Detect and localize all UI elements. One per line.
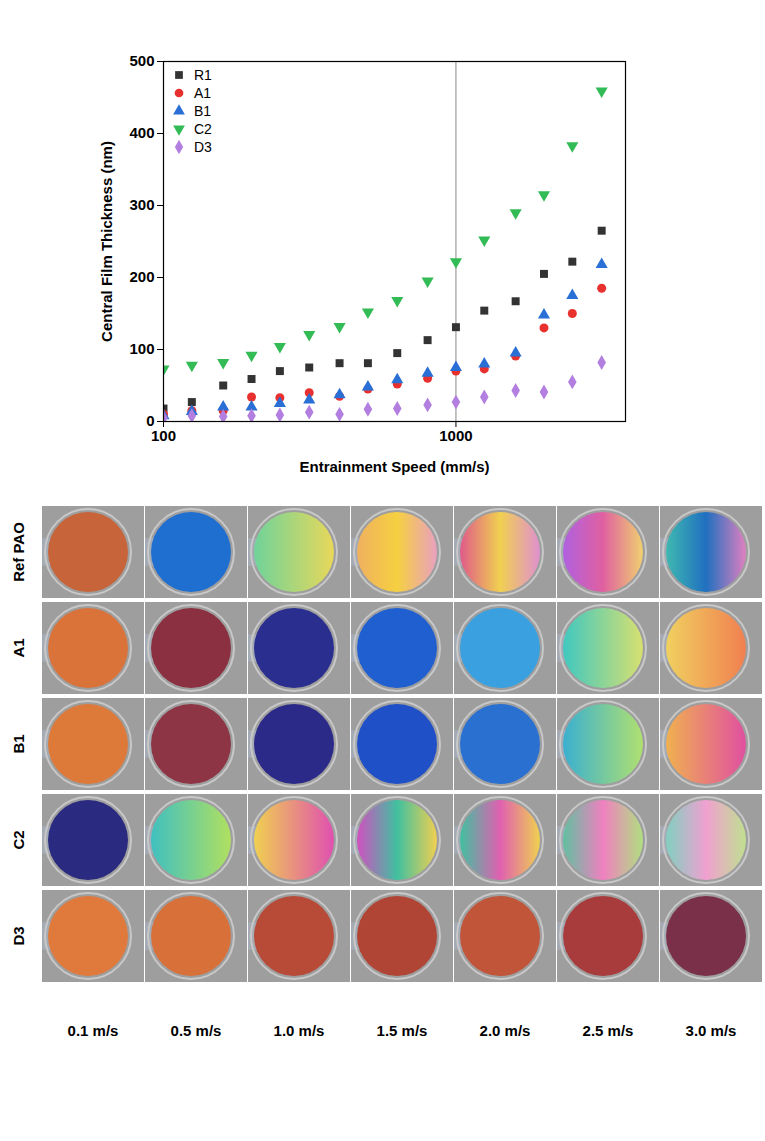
svg-text:1000: 1000 [439, 427, 472, 444]
svg-text:100: 100 [151, 427, 176, 444]
svg-text:C2: C2 [10, 830, 27, 849]
html-text:D3: D3 [194, 139, 212, 155]
svg-text:2.0 m/s: 2.0 m/s [480, 1022, 531, 1039]
svg-text:1.0 m/s: 1.0 m/s [274, 1022, 325, 1039]
svg-text:2.5 m/s: 2.5 m/s [583, 1022, 634, 1039]
svg-text:A1: A1 [10, 638, 27, 657]
html-text:C2: C2 [194, 121, 212, 137]
svg-text:300: 300 [129, 196, 154, 213]
html-text:R1: R1 [194, 67, 212, 83]
svg-text:200: 200 [129, 268, 154, 285]
svg-text:0.1 m/s: 0.1 m/s [68, 1022, 119, 1039]
svg-text:3.0 m/s: 3.0 m/s [686, 1022, 737, 1039]
svg-text:400: 400 [129, 124, 154, 141]
svg-text:B1: B1 [10, 734, 27, 753]
svg-text:Entrainment Speed (mm/s): Entrainment Speed (mm/s) [299, 458, 489, 475]
html-text:B1: B1 [194, 103, 212, 119]
svg-text:1.5 m/s: 1.5 m/s [377, 1022, 428, 1039]
svg-text:D3: D3 [10, 926, 27, 945]
html-text:A1: A1 [194, 85, 212, 101]
svg-text:Central Film Thickness (nm): Central Film Thickness (nm) [98, 141, 115, 342]
svg-text:0.5 m/s: 0.5 m/s [171, 1022, 222, 1039]
svg-text:Ref PAO: Ref PAO [10, 522, 27, 582]
svg-text:0: 0 [146, 412, 155, 430]
svg-text:500: 500 [129, 52, 154, 69]
svg-text:100: 100 [129, 340, 154, 357]
